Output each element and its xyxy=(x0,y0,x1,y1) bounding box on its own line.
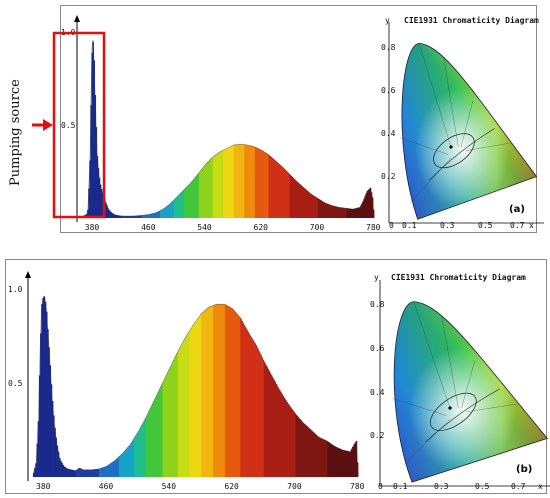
cie-x-tick-b-4: 0.7 xyxy=(511,482,526,491)
x-tick-label: 380 xyxy=(85,223,100,232)
cie-ellipse xyxy=(430,392,477,431)
cie-y-label-b: y xyxy=(374,273,379,282)
cie-color-point xyxy=(449,145,453,149)
spectrum-area-1 xyxy=(33,296,359,477)
cie-x-label-b: x xyxy=(538,482,543,491)
cie-y-tick-b-2: 0.6 xyxy=(370,344,385,353)
cie-region-line xyxy=(461,360,475,409)
cie-region-line xyxy=(403,419,451,466)
x-tick-label: 700 xyxy=(287,482,302,491)
cie-region-line xyxy=(410,157,452,203)
spectrum-line-1 xyxy=(32,295,359,476)
cie-region-line xyxy=(418,43,452,148)
cie-region-line xyxy=(465,143,510,151)
cie-planckian-locus xyxy=(429,128,495,181)
cie-y-tick-a-4: 0.2 xyxy=(381,172,396,181)
x-tick-label: 380 xyxy=(36,482,51,491)
cie-y-label-a: y xyxy=(385,16,390,25)
cie-x-tick-a-1: 0.1 xyxy=(402,221,417,230)
spectrum-area-0 xyxy=(83,41,375,218)
cie-y-tick-b-3: 0.4 xyxy=(370,388,385,397)
cie-color-point xyxy=(448,406,452,410)
cie-region-line xyxy=(466,404,517,412)
cie-x-tick-a-4: 0.7 xyxy=(510,221,525,230)
pump-arrow-head xyxy=(43,119,53,131)
cie-x-tick-a-3: 0.5 xyxy=(478,221,493,230)
pumping-source-label: Pumping source xyxy=(8,79,23,186)
x-tick-label: 540 xyxy=(162,482,177,491)
cie-white-center xyxy=(401,43,537,220)
x-tick-label: 780 xyxy=(350,482,365,491)
cie-region-line xyxy=(443,58,459,148)
cie-y-tick-a-2: 0.6 xyxy=(381,86,396,95)
cie-zero-a: 0 xyxy=(389,221,394,230)
cie-x-label-a: x xyxy=(529,221,534,230)
cie-white-center xyxy=(394,301,548,483)
panel-a: 1.0 0.5 380 460 540 620 700 780 CIE1931 Chrom… xyxy=(60,5,544,233)
y-tick-b-1: 1.0 xyxy=(8,285,23,294)
x-tick-label: 540 xyxy=(197,223,212,232)
cie-diagram-a: CIE1931 Chromaticity Diagram y x 0.8 0.6… xyxy=(381,15,544,230)
y-tick-b-2: 0.5 xyxy=(8,379,23,388)
cie-planckian-locus xyxy=(425,388,500,443)
cie-x-tick-a-2: 0.3 xyxy=(440,221,455,230)
spectrum-chart-b: 1.0 0.5 380 460 540 620 700 780 CIE1931 Chrom… xyxy=(8,271,550,491)
cie-title-b: CIE1931 Chromaticity Diagram xyxy=(391,272,526,282)
cie-region-line xyxy=(400,137,449,155)
cie-region-line xyxy=(460,100,473,148)
cie-region-line xyxy=(413,301,451,409)
y-tick-a-1: 1.0 xyxy=(61,28,76,37)
panel-b: 1.0 0.5 380 460 540 620 700 780 CIE1931 Chrom… xyxy=(5,259,550,494)
cie-y-tick-b-4: 0.2 xyxy=(370,431,385,440)
cie-y-tick-b-1: 0.8 xyxy=(370,300,385,309)
y-axis-arrow-1 xyxy=(25,271,31,278)
cie-zero-b: 0 xyxy=(378,482,383,491)
cie-x-tick-b-3: 0.5 xyxy=(475,482,490,491)
cie-title-a: CIE1931 Chromaticity Diagram xyxy=(404,15,539,25)
panel-tag-a: (a) xyxy=(509,204,525,215)
y-tick-a-2: 0.5 xyxy=(61,121,76,130)
x-tick-label: 620 xyxy=(224,482,239,491)
x-tick-label: 460 xyxy=(99,482,114,491)
cie-x-tick-b-2: 0.3 xyxy=(434,482,449,491)
y-axis-arrow-0 xyxy=(74,15,80,22)
cie-y-tick-a-1: 0.8 xyxy=(381,43,396,52)
cie-region-line xyxy=(441,316,459,409)
x-tick-label: 700 xyxy=(310,223,325,232)
panel-tag-b: (b) xyxy=(516,464,532,475)
cie-ellipse xyxy=(433,133,475,169)
cie-x-tick-b-1: 0.1 xyxy=(393,482,408,491)
x-tick-label: 460 xyxy=(141,223,156,232)
x-tick-label: 780 xyxy=(366,223,381,232)
spectrum-chart-a: 1.0 0.5 380 460 540 620 700 780 CIE1931 Chrom… xyxy=(61,15,544,232)
cie-region-line xyxy=(392,398,447,416)
x-tick-label: 620 xyxy=(254,223,269,232)
cie-diagram-b: CIE1931 Chromaticity Diagram y x 0.8 0.6… xyxy=(370,272,550,491)
cie-y-tick-a-3: 0.4 xyxy=(381,129,396,138)
